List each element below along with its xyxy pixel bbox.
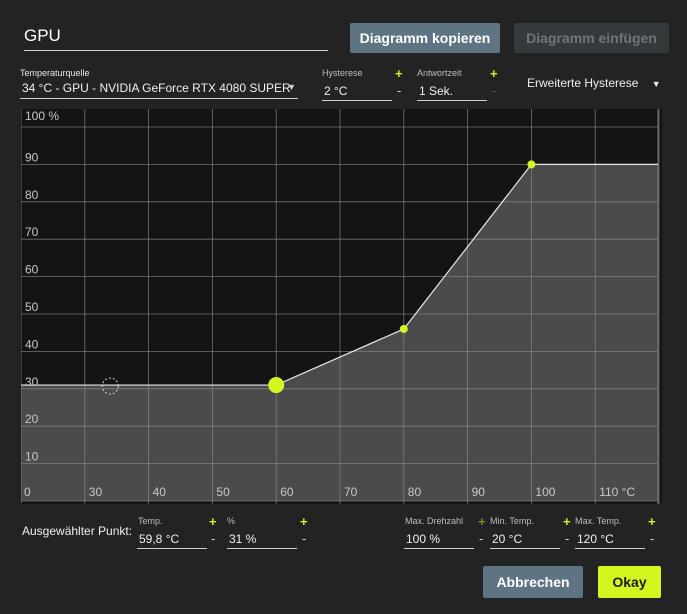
percent-input[interactable]: 31 % — [227, 530, 297, 549]
min-temp-label: Min. Temp. — [490, 516, 534, 526]
hysteresis-plus-button[interactable]: + — [395, 66, 403, 81]
advanced-hysteresis-label: Erweiterte Hysterese — [527, 76, 639, 90]
max-temp-label: Max. Temp. — [575, 516, 622, 526]
y-tick-label: 60 — [25, 263, 39, 277]
x-tick-label: 60 — [280, 485, 294, 499]
min-temp-value: 20 °C — [492, 532, 523, 546]
y-tick-label: 50 — [25, 300, 39, 314]
chevron-down-icon: ▼ — [651, 79, 661, 89]
x-tick-label: 110 °C — [599, 485, 635, 499]
response-time-input[interactable]: 1 Sek. — [417, 82, 487, 101]
x-tick-label: 0 — [24, 485, 31, 499]
y-tick-label: 30 — [25, 375, 39, 389]
x-tick-label: 30 — [89, 485, 103, 499]
x-tick-label: 40 — [153, 485, 167, 499]
y-tick-label: 90 — [25, 150, 39, 164]
temperature-source-label: Temperaturquelle — [20, 68, 90, 78]
percent-label: % — [227, 516, 236, 526]
response-time-plus-button[interactable]: + — [490, 66, 498, 81]
response-time-value: 1 Sek. — [419, 84, 454, 98]
curve-area — [0, 164, 658, 501]
fan-curve-chart[interactable]: 100 % 90 80 70 60 50 40 30 20 10 0 30 40 50 60 70 80 90 10… — [0, 109, 662, 504]
max-speed-input[interactable]: 100 % — [404, 530, 474, 549]
min-temp-minus-button[interactable]: - — [565, 531, 570, 546]
y-tick-label: 80 — [25, 188, 39, 202]
temp-label: Temp. — [138, 516, 163, 526]
paste-chart-button[interactable]: Diagramm einfügen — [514, 23, 669, 53]
percent-minus-button[interactable]: - — [302, 531, 307, 546]
curve-point[interactable] — [527, 160, 536, 169]
max-temp-input[interactable]: 120 °C — [575, 530, 645, 549]
response-time-label: Antwortzeit — [417, 68, 462, 78]
temp-input[interactable]: 59,8 °C — [137, 530, 207, 549]
max-temp-value: 120 °C — [577, 532, 614, 546]
cancel-button[interactable]: Abbrechen — [483, 566, 583, 598]
min-temp-input[interactable]: 20 °C — [490, 530, 560, 549]
hysteresis-input[interactable]: 2 °C — [322, 82, 392, 101]
x-tick-label: 90 — [472, 485, 486, 499]
max-temp-minus-button[interactable]: - — [650, 531, 655, 546]
chart-name-field[interactable]: GPU — [24, 26, 328, 51]
temp-minus-button[interactable]: - — [211, 531, 216, 546]
max-speed-value: 100 % — [406, 532, 441, 546]
y-tick-label: 100 % — [25, 109, 59, 123]
x-tick-label: 100 — [535, 485, 555, 499]
response-time-minus-button[interactable]: - — [492, 83, 497, 98]
max-temp-plus-button[interactable]: + — [648, 514, 656, 529]
y-tick-label: 70 — [25, 225, 39, 239]
percent-plus-button[interactable]: + — [300, 514, 308, 529]
temp-plus-button[interactable]: + — [209, 514, 217, 529]
hysteresis-minus-button[interactable]: - — [397, 83, 402, 98]
curve-line — [0, 163, 658, 386]
max-speed-minus-button[interactable]: - — [479, 531, 484, 546]
x-tick-label: 50 — [216, 485, 230, 499]
y-tick-label: 40 — [25, 337, 39, 351]
current-temperature-marker — [101, 377, 119, 395]
copy-chart-button[interactable]: Diagramm kopieren — [350, 23, 500, 53]
temperature-source-value: 34 °C - GPU - NVIDIA GeForce RTX 4080 SU… — [22, 81, 291, 95]
x-tick-label: 70 — [344, 485, 358, 499]
curve-point[interactable] — [399, 324, 408, 333]
okay-button[interactable]: Okay — [598, 566, 661, 598]
min-temp-plus-button[interactable]: + — [563, 514, 571, 529]
x-tick-label: 80 — [408, 485, 422, 499]
max-speed-plus-button[interactable]: + — [478, 514, 486, 529]
chevron-down-icon: ▼ — [287, 82, 296, 92]
hysteresis-value: 2 °C — [324, 84, 348, 98]
temp-value: 59,8 °C — [139, 532, 180, 546]
hysteresis-label: Hysterese — [322, 68, 363, 78]
y-tick-label: 10 — [25, 450, 39, 464]
percent-value: 31 % — [229, 532, 257, 546]
y-tick-label: 20 — [25, 412, 39, 426]
max-speed-label: Max. Drehzahl — [405, 516, 464, 526]
selected-curve-point[interactable] — [268, 377, 285, 394]
temperature-source-select[interactable]: 34 °C - GPU - NVIDIA GeForce RTX 4080 SU… — [20, 80, 298, 99]
advanced-hysteresis-toggle[interactable]: Erweiterte Hysterese ▼ — [527, 76, 661, 90]
selected-point-label: Ausgewählter Punkt: — [22, 524, 133, 538]
